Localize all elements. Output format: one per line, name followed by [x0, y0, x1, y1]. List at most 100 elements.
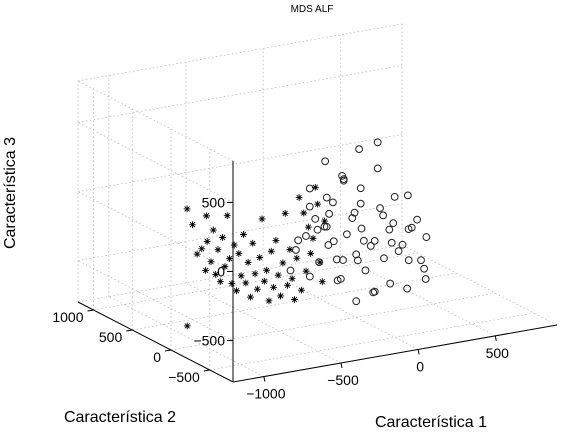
circle-marker: [336, 274, 345, 283]
star-marker: [223, 212, 231, 220]
star-marker: [316, 258, 324, 266]
star-marker: [228, 280, 236, 287]
star-marker: [253, 285, 261, 293]
y-gridline-floor: [170, 292, 496, 351]
star-marker: [202, 212, 210, 220]
box-edge: [401, 244, 558, 326]
circle-marker: [321, 157, 330, 166]
star-marker: [207, 258, 215, 266]
circle-marker: [421, 275, 430, 283]
circle-marker: [398, 240, 407, 249]
circle-marker: [322, 193, 331, 202]
circle-marker: [369, 288, 378, 297]
star-marker: [270, 283, 278, 291]
circle-marker: [403, 284, 412, 293]
y-axis-line: [77, 301, 234, 383]
x-axis-line: [232, 324, 558, 383]
circle-marker: [417, 256, 425, 265]
star-marker: [216, 278, 224, 285]
star-marker: [226, 255, 233, 262]
star-marker: [249, 239, 257, 247]
star-marker: [291, 296, 298, 303]
z-gridline-side: [77, 260, 234, 341]
star-marker: [258, 215, 266, 223]
circle-marker: [322, 222, 331, 231]
star-marker: [242, 279, 250, 287]
x-gridline-floor: [185, 282, 342, 364]
circle-marker: [305, 272, 314, 281]
star-marker: [240, 231, 247, 238]
star-marker: [277, 292, 284, 300]
z-tick-label: 0: [217, 264, 225, 280]
data-point-layer: [183, 138, 431, 330]
x-tick-mark: [263, 376, 266, 382]
circle-marker: [350, 208, 359, 217]
star-marker: [302, 267, 310, 275]
star-marker: [202, 267, 210, 274]
circle-marker: [394, 247, 403, 256]
circle-marker: [332, 255, 341, 264]
circle-marker: [386, 279, 395, 288]
circle-marker: [320, 222, 329, 231]
circle-marker: [325, 209, 334, 218]
y-tick-mark: [164, 349, 172, 352]
star-marker: [237, 272, 245, 280]
star-marker: [321, 217, 329, 225]
y-gridline-floor: [93, 252, 418, 311]
z-gridline-side: [77, 191, 234, 272]
z-tick-label: −500: [193, 333, 225, 349]
x-tick-mark: [340, 362, 343, 369]
star-marker: [263, 266, 271, 274]
z-gridline-side: [77, 122, 234, 203]
circle-marker: [404, 225, 413, 233]
z-gridline-back: [77, 203, 403, 261]
star-marker: [260, 277, 268, 285]
x-tick-label: 500: [486, 345, 510, 361]
star-marker: [203, 238, 211, 245]
circle-marker: [286, 266, 295, 275]
star-marker: [233, 287, 240, 295]
circle-marker: [339, 256, 347, 264]
circle-marker: [361, 266, 370, 275]
circle-marker: [356, 199, 365, 208]
circle-marker: [352, 297, 361, 306]
star-marker: [219, 234, 227, 241]
star-marker: [307, 250, 315, 257]
star-marker: [247, 293, 254, 301]
circle-marker: [305, 184, 314, 193]
star-marker: [189, 221, 196, 229]
z-axis-label: Característica 3: [2, 137, 19, 249]
y-gridline-floor: [209, 312, 534, 371]
star-marker: [318, 278, 326, 286]
circle-marker: [390, 192, 399, 201]
circle-marker: [292, 246, 300, 254]
star-marker: [235, 250, 243, 257]
circle-marker: [366, 242, 375, 250]
y-tick-label: 1000: [52, 309, 83, 325]
y-tick-mark: [203, 369, 210, 372]
star-marker: [298, 286, 305, 294]
star-marker: [314, 200, 322, 208]
circle-marker: [420, 264, 429, 273]
circle-marker: [329, 237, 338, 246]
circle-marker: [379, 211, 388, 220]
star-marker: [281, 209, 289, 217]
star-marker: [212, 271, 220, 278]
circle-marker: [422, 233, 431, 241]
circle-marker: [356, 184, 365, 193]
star-marker: [309, 234, 317, 242]
star-marker: [230, 241, 238, 249]
circle-marker: [404, 256, 413, 265]
circle-marker: [294, 236, 303, 245]
x-tick-label: −1000: [246, 386, 286, 402]
x-tick-mark: [494, 335, 497, 341]
circle-marker: [355, 145, 364, 154]
x-tick-label: −500: [327, 372, 359, 388]
x-tick-label: 0: [416, 358, 424, 374]
star-marker: [279, 259, 287, 267]
star-marker: [267, 247, 275, 255]
y-tick-label: 0: [153, 349, 161, 365]
circle-marker: [373, 164, 382, 173]
y-tick-mark: [87, 309, 94, 312]
circle-marker: [339, 176, 348, 185]
